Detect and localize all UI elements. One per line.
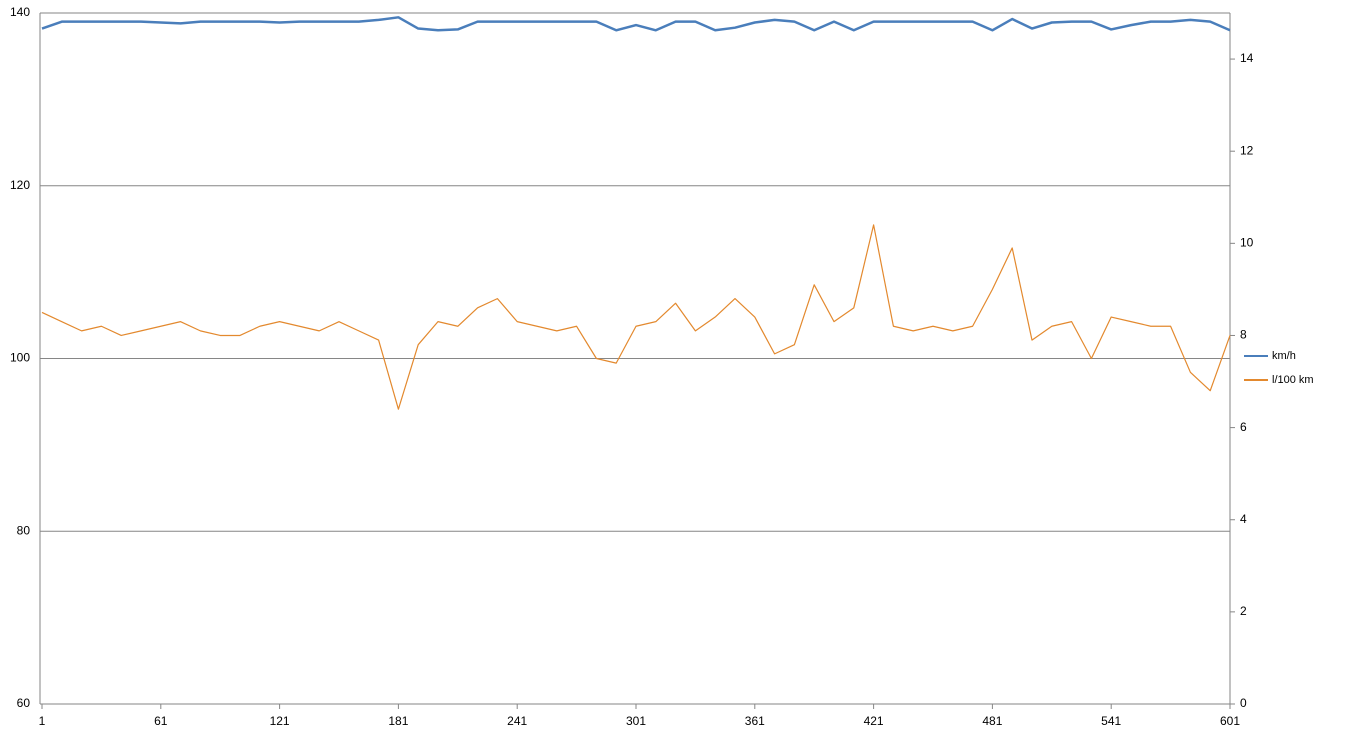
legend-label: l/100 km (1272, 374, 1314, 386)
x-tick-label: 601 (1220, 714, 1240, 728)
y-tick-label: 120 (10, 178, 30, 192)
x-tick-label: 121 (270, 714, 290, 728)
y-tick-label: 60 (17, 696, 31, 710)
y2-tick-label: 12 (1240, 143, 1254, 157)
x-tick-label: 361 (745, 714, 765, 728)
y2-tick-label: 10 (1240, 236, 1254, 250)
legend-label: km/h (1272, 350, 1296, 362)
x-tick-label: 301 (626, 714, 646, 728)
x-tick-label: 61 (154, 714, 168, 728)
y-tick-label: 140 (10, 5, 30, 19)
x-tick-label: 181 (388, 714, 408, 728)
x-tick-label: 1 (39, 714, 46, 728)
y-tick-label: 80 (17, 523, 31, 537)
y-tick-label: 100 (10, 351, 30, 365)
series-line (41, 224, 1231, 410)
y2-tick-label: 8 (1240, 328, 1247, 342)
x-tick-label: 421 (864, 714, 884, 728)
y2-tick-label: 6 (1240, 420, 1247, 434)
y2-tick-label: 2 (1240, 604, 1247, 618)
x-tick-label: 241 (507, 714, 527, 728)
y2-tick-label: 14 (1240, 51, 1254, 65)
x-tick-label: 481 (982, 714, 1002, 728)
y2-tick-label: 4 (1240, 512, 1247, 526)
x-tick-label: 541 (1101, 714, 1121, 728)
series-line (41, 16, 1231, 32)
y2-tick-label: 0 (1240, 696, 1247, 710)
